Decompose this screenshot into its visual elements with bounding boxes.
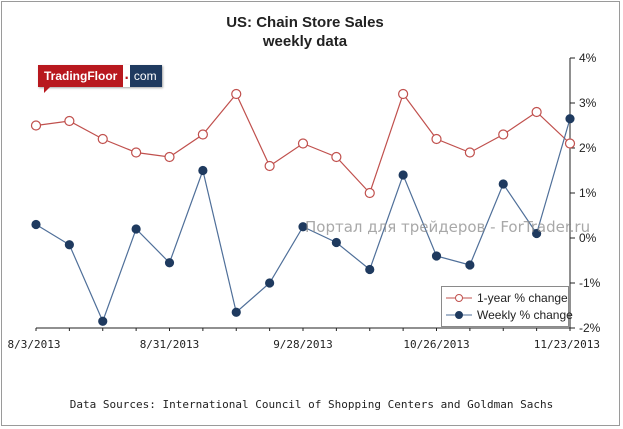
tradingfloor-logo: TradingFloor . com [38, 65, 162, 93]
weekly-point-2 [98, 316, 108, 326]
weekly-point-13 [465, 260, 475, 270]
1year-point-0 [30, 120, 42, 131]
y-tick-label: 4% [579, 51, 597, 65]
1year-point-14 [498, 129, 509, 140]
weekly-point-3 [131, 224, 141, 234]
weekly-point-9 [331, 237, 341, 248]
legend-label-weekly: Weekly % change [477, 308, 573, 322]
legend-weekly-marker-icon [446, 311, 472, 319]
legend-label-1year: 1-year % change [477, 291, 568, 305]
1year-point-4 [164, 151, 175, 163]
legend-item-weekly: Weekly % change [446, 307, 573, 323]
1year-point-7 [264, 160, 275, 172]
logo-dot: . [123, 65, 130, 87]
1year-point-6 [231, 88, 242, 100]
weekly-point-16 [565, 114, 575, 124]
weekly-point-10 [365, 264, 375, 275]
1year-point-9 [331, 151, 342, 163]
y-tick-label: 0% [579, 231, 597, 245]
1year-point-10 [364, 187, 375, 199]
logo-tld: com [129, 65, 162, 87]
1year-point-8 [297, 138, 309, 149]
1year-point-15 [531, 106, 542, 118]
weekly-point-6 [231, 307, 241, 317]
1year-point-2 [97, 133, 108, 145]
1year-point-12 [431, 133, 442, 145]
weekly-point-0 [31, 219, 41, 230]
chart-subtitle: weekly data [262, 33, 348, 50]
1year-point-3 [131, 147, 142, 158]
weekly-point-8 [298, 222, 308, 232]
y-tick-label: 2% [579, 141, 597, 155]
y-tick-label: -1% [579, 276, 601, 290]
weekly-point-7 [265, 278, 275, 288]
chart-title: US: Chain Store Sales [226, 14, 384, 31]
y-tick-label: 3% [579, 96, 597, 110]
weekly-point-12 [431, 251, 442, 261]
weekly-point-5 [198, 165, 208, 176]
legend-item-1year: 1-year % change [446, 290, 568, 306]
1year-point-5 [197, 129, 208, 140]
x-tick-label: 8/31/2013 [140, 338, 200, 351]
x-tick-label: 11/23/2013 [534, 338, 600, 351]
y-tick-label: 1% [579, 186, 597, 200]
weekly-point-1 [64, 240, 74, 250]
1year-point-16 [564, 138, 576, 149]
1year-point-11 [398, 88, 409, 100]
x-tick-label: 9/28/2013 [273, 338, 333, 351]
x-tick-label: 8/3/2013 [8, 338, 61, 351]
1year-point-13 [464, 147, 475, 158]
logo-brand: TradingFloor [38, 65, 124, 87]
weekly-point-15 [532, 228, 542, 239]
weekly-point-4 [164, 258, 175, 268]
logo-tail-icon [44, 87, 50, 93]
1year-point-1 [64, 115, 75, 127]
x-tick-label: 10/26/2013 [403, 338, 469, 351]
weekly-point-14 [498, 179, 508, 189]
y-tick-label: -2% [579, 321, 601, 335]
legend: 1-year % change Weekly % change [441, 286, 573, 327]
watermark: Портал для трейдеров - ForTrader.ru [305, 218, 591, 236]
data-source-note: Data Sources: International Council of S… [69, 398, 554, 411]
weekly-point-11 [398, 170, 408, 180]
legend-1year-marker-icon [446, 294, 472, 302]
